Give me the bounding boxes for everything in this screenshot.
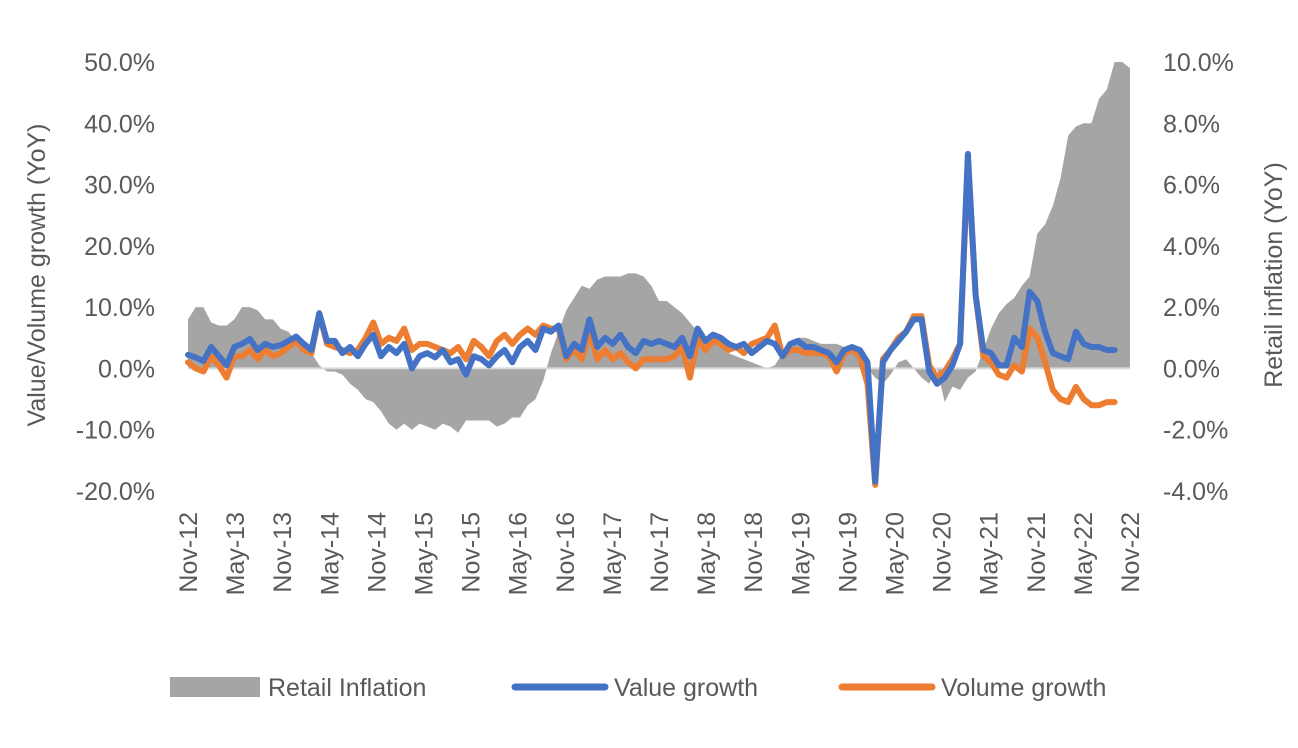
- x-tick-label: May-17: [599, 512, 627, 595]
- line-layer: [185, 150, 1118, 488]
- x-tick-label: May-18: [693, 512, 721, 595]
- inflation-area-layer: [188, 62, 1130, 433]
- x-tick-label: Nov-18: [740, 512, 768, 593]
- x-tick-label: Nov-22: [1117, 512, 1145, 593]
- left-tick-label: 10.0%: [84, 294, 155, 322]
- x-tick-label: May-21: [976, 512, 1004, 595]
- legend-swatch-retail-inflation: [170, 677, 260, 697]
- right-tick-label: -2.0%: [1163, 417, 1228, 445]
- x-tick-label: Nov-17: [646, 512, 674, 593]
- right-tick-label: 0.0%: [1163, 355, 1220, 383]
- right-axis-title: Retail inflation (YoY): [1260, 162, 1288, 388]
- right-tick-label: -4.0%: [1163, 478, 1228, 506]
- left-tick-label: 20.0%: [84, 233, 155, 261]
- x-tick-label: May-20: [882, 512, 910, 595]
- legend-label-retail-inflation: Retail Inflation: [268, 674, 426, 702]
- left-tick-label: -10.0%: [76, 417, 155, 445]
- x-tick-label: May-22: [1070, 512, 1098, 595]
- x-tick-label: Nov-20: [929, 512, 957, 593]
- x-tick-label: May-15: [411, 512, 439, 595]
- x-tick-label: Nov-15: [458, 512, 486, 593]
- x-tick-label: Nov-19: [834, 512, 862, 593]
- left-tick-label: 0.0%: [98, 355, 155, 383]
- x-tick-label: May-16: [505, 512, 533, 595]
- x-tick-label: May-14: [316, 512, 344, 595]
- legend: Retail Inflation Value growth Volume gro…: [170, 674, 1106, 702]
- x-axis-ticks: Nov-12 May-13 Nov-13 May-14 Nov-14 May-15 Nov-…: [175, 512, 1145, 595]
- left-tick-label: 30.0%: [84, 172, 155, 200]
- value-growth-line: [185, 150, 1118, 485]
- x-tick-label: Nov-12: [175, 512, 203, 593]
- x-tick-label: Nov-16: [552, 512, 580, 593]
- x-tick-label: May-13: [222, 512, 250, 595]
- right-tick-label: 6.0%: [1163, 172, 1220, 200]
- left-axis-ticks: -20.0% -10.0% 0.0% 10.0% 20.0% 30.0% 40.0% 50.0…: [76, 49, 155, 506]
- x-tick-label: Nov-21: [1023, 512, 1051, 593]
- left-tick-label: 50.0%: [84, 49, 155, 77]
- right-tick-label: 4.0%: [1163, 233, 1220, 261]
- left-axis-title: Value/Volume growth (YoY): [23, 124, 51, 427]
- x-tick-label: Nov-13: [269, 512, 297, 593]
- left-tick-label: 40.0%: [84, 110, 155, 138]
- x-tick-label: Nov-14: [363, 512, 391, 593]
- legend-label-value-growth: Value growth: [614, 674, 758, 702]
- legend-label-volume-growth: Volume growth: [941, 674, 1106, 702]
- x-tick-label: May-19: [787, 512, 815, 595]
- right-tick-label: 10.0%: [1163, 49, 1234, 77]
- right-axis-ticks: -4.0% -2.0% 0.0% 2.0% 4.0% 6.0% 8.0% 10.0%: [1163, 49, 1234, 506]
- left-tick-label: -20.0%: [76, 478, 155, 506]
- retail-inflation-area: [188, 62, 1130, 433]
- right-tick-label: 2.0%: [1163, 294, 1220, 322]
- right-tick-label: 8.0%: [1163, 110, 1220, 138]
